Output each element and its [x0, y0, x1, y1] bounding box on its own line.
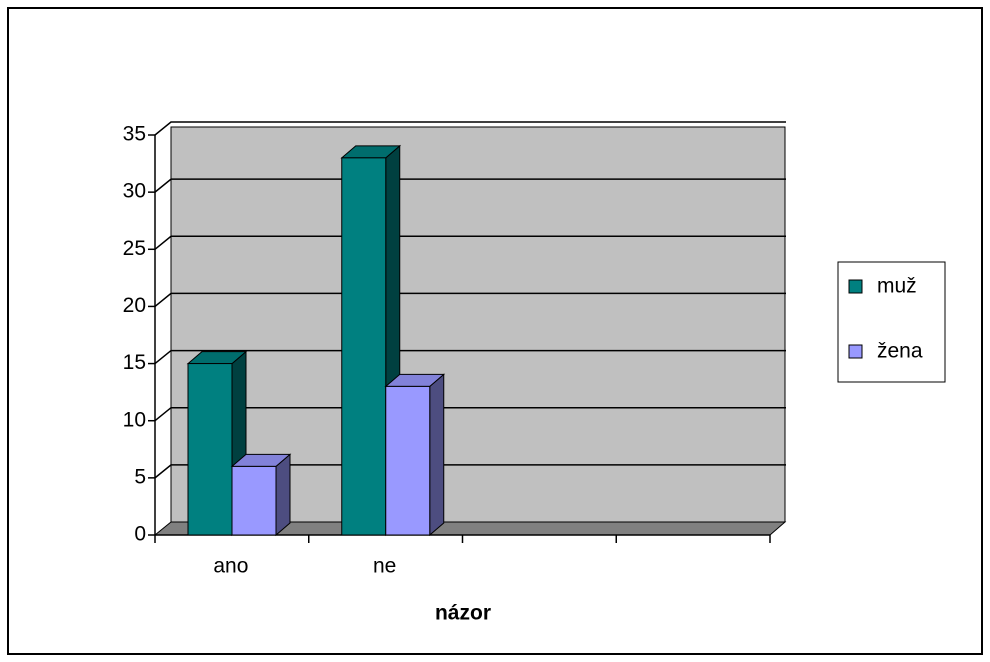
x-tick-label: ne	[373, 555, 396, 578]
bar-side	[429, 373, 445, 537]
y-tick-label: 20	[123, 294, 146, 317]
legend-swatch	[848, 344, 863, 359]
bar-front	[187, 363, 233, 536]
x-tick-label: ano	[213, 555, 248, 578]
y-tick-label: 10	[123, 408, 146, 431]
legend-label: žena	[877, 340, 923, 363]
legend-label: muž	[877, 275, 917, 298]
bar	[230, 453, 292, 537]
legend-swatch	[848, 279, 863, 294]
y-tick-label: 5	[134, 465, 146, 488]
y-tick-label: 15	[123, 351, 146, 374]
grid-line	[154, 178, 786, 193]
bar	[384, 373, 446, 537]
grid-line	[154, 406, 786, 422]
y-tick-label: 30	[123, 180, 146, 203]
grid-line	[154, 349, 786, 365]
y-tick-label: 0	[134, 523, 146, 546]
y-tick-label: 25	[123, 237, 146, 260]
grid-line	[154, 121, 786, 136]
grid-line	[154, 292, 786, 308]
x-axis-title: názor	[435, 602, 491, 625]
y-tick-label: 35	[123, 123, 146, 146]
bar-side	[275, 453, 291, 537]
grid-line	[154, 235, 786, 250]
grid-line	[154, 464, 786, 479]
bar-front	[231, 465, 277, 536]
bar-front	[385, 385, 431, 536]
bar-front	[341, 157, 387, 536]
